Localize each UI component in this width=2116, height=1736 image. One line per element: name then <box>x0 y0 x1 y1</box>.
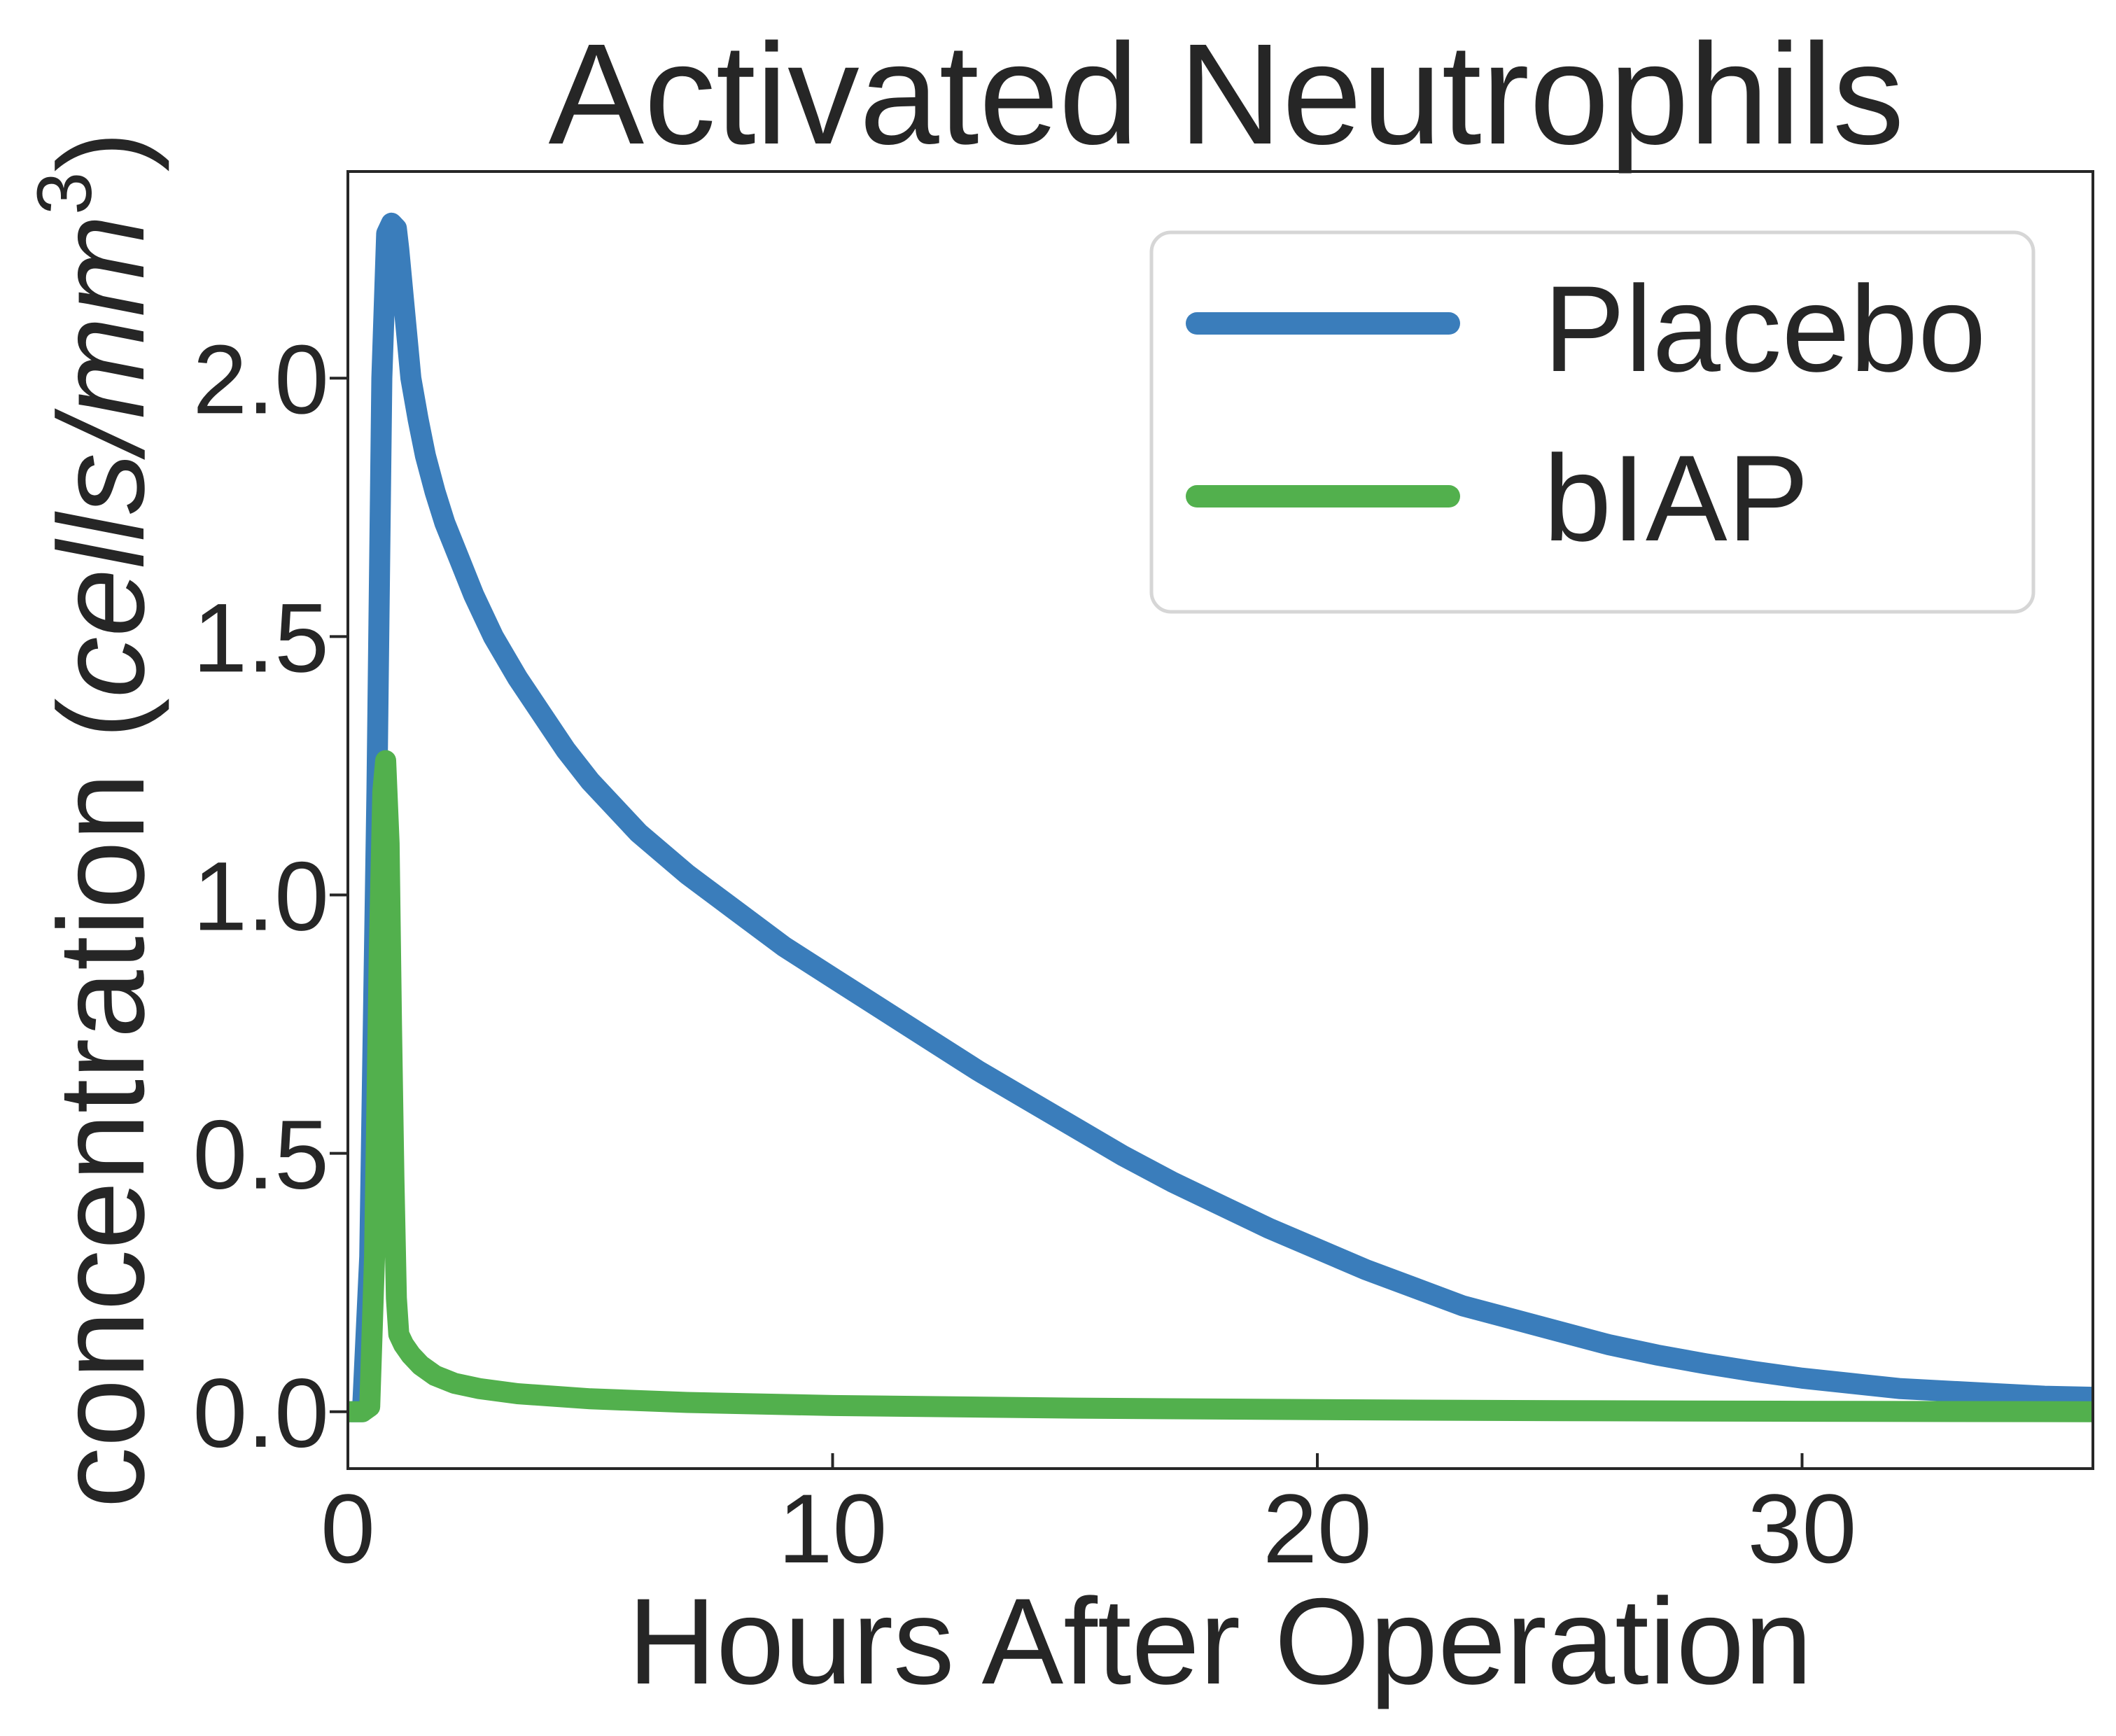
legend: Placebo bIAP <box>1149 230 2036 614</box>
x-tick-label: 30 <box>1748 1474 1857 1583</box>
series-line-placebo <box>348 212 2093 1422</box>
chart-title: Activated Neutrophils <box>548 14 1904 174</box>
y-tick-label: 0.5 <box>192 1100 329 1210</box>
legend-label-biap: bIAP <box>1543 430 1809 567</box>
y-axis-label-unit: cells/mm <box>34 215 170 698</box>
y-axis-label-sup: 3 <box>22 172 108 215</box>
x-tick-label: 10 <box>778 1474 888 1583</box>
y-axis-label-main: concentration ( <box>34 698 170 1508</box>
legend-label-placebo: Placebo <box>1543 261 1986 398</box>
series-layer <box>348 212 2093 1422</box>
series-line-biap <box>348 750 2093 1422</box>
y-tick-label: 2.0 <box>192 324 329 434</box>
y-tick-label: 1.5 <box>192 582 329 692</box>
y-axis-label: concentration (cells/mm3) <box>22 131 170 1508</box>
y-tick-label: 0.0 <box>192 1358 329 1468</box>
x-tick-label: 20 <box>1263 1474 1372 1583</box>
tick-layer: 0 10 20 30 0.0 0.5 1.0 1.5 2.0 <box>192 324 1856 1583</box>
x-tick-label: 0 <box>321 1474 375 1583</box>
plot-frame <box>346 170 2094 1470</box>
x-axis-label: Hours After Operation <box>628 1574 1813 1710</box>
y-tick-label: 1.0 <box>192 841 329 951</box>
y-axis-label-close: ) <box>34 131 170 172</box>
